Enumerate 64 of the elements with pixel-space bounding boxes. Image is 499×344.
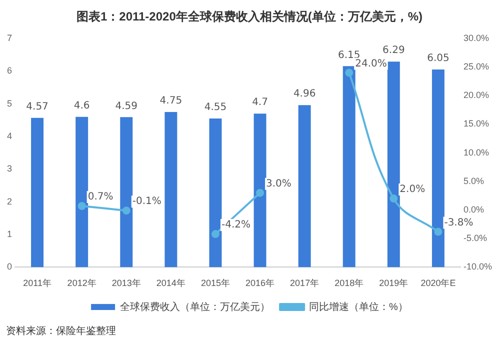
legend-label: 全球保费收入（单位：万亿美元） xyxy=(120,300,270,313)
bar xyxy=(76,116,88,268)
data-label: 4.96 xyxy=(293,88,316,100)
data-label: 4.7 xyxy=(252,97,268,108)
x-tick-label: 2018年 xyxy=(334,278,364,288)
bar xyxy=(31,118,44,268)
bar xyxy=(209,118,222,268)
point xyxy=(122,206,130,215)
x-tick-label: 2017年 xyxy=(290,278,320,288)
bar xyxy=(298,105,311,268)
data-label: 4.59 xyxy=(115,100,138,112)
bar xyxy=(164,112,178,268)
point xyxy=(390,194,398,203)
data-label: -0.1% xyxy=(132,196,162,208)
y2-tick-label: 25.0% xyxy=(463,61,490,72)
y-tick-label: 2 xyxy=(6,196,12,206)
data-label: 4.57 xyxy=(26,101,48,112)
bar xyxy=(387,62,400,268)
y-tick-label: 3 xyxy=(6,164,12,174)
y-tick-label: 4 xyxy=(6,130,12,141)
data-label: 6.29 xyxy=(382,45,405,56)
x-tick-label: 2015年 xyxy=(200,278,230,288)
bar xyxy=(254,114,266,268)
data-label: 24.0% xyxy=(355,58,387,70)
text: 资料来源：保险年鉴整理 xyxy=(5,324,117,339)
y-tick-label: 7 xyxy=(6,32,12,43)
y-tick-label: 0 xyxy=(6,262,12,272)
data-label: 3.0% xyxy=(266,178,292,190)
data-label: 4.55 xyxy=(204,102,227,114)
data-label: -3.8% xyxy=(444,217,474,228)
data-label: 4.6 xyxy=(74,100,90,112)
x-tick-label: 2016年 xyxy=(246,278,275,288)
y2-tick-label: 20.0% xyxy=(463,90,490,100)
x-tick-label: 2014年 xyxy=(156,278,186,288)
point xyxy=(211,230,220,238)
y2-tick-label: 15.0% xyxy=(463,118,490,129)
data-label: 2.0% xyxy=(400,184,426,196)
bar xyxy=(120,117,133,268)
y-tick-label: 6 xyxy=(6,66,12,76)
y2-tick-label: -5.0% xyxy=(463,233,487,244)
y-tick-label: 5 xyxy=(6,98,12,108)
data-label: 6.05 xyxy=(427,53,450,64)
bar xyxy=(432,69,444,268)
point xyxy=(434,228,442,236)
y2-tick-label: 10.0% xyxy=(463,147,490,158)
x-tick-label: 2011年 xyxy=(23,278,52,288)
data-label: 0.7% xyxy=(88,192,114,203)
point xyxy=(78,202,86,210)
y2-tick-label: 0.0% xyxy=(463,204,484,214)
chart-title: 图表1：2011-2020年全球保费收入相关情况(单位：万亿美元，%) xyxy=(76,10,423,24)
y-tick-label: 1 xyxy=(6,229,12,239)
y2-tick-label: 5.0% xyxy=(463,176,484,186)
x-tick-label: 2019年 xyxy=(379,278,408,288)
legend-label: 同比增速（单位：%） xyxy=(309,300,408,313)
data-label: 4.75 xyxy=(160,96,182,107)
y2-tick-label: 30.0% xyxy=(463,32,490,43)
y2-tick-label: -10.0% xyxy=(463,262,492,272)
bar xyxy=(342,66,356,268)
point xyxy=(345,68,354,77)
data-label: -4.2% xyxy=(221,220,250,231)
x-tick-label: 2020年E xyxy=(420,278,456,288)
point xyxy=(256,188,264,197)
x-tick-label: 2013年 xyxy=(112,278,141,288)
x-tick-label: 2012年 xyxy=(67,278,96,288)
